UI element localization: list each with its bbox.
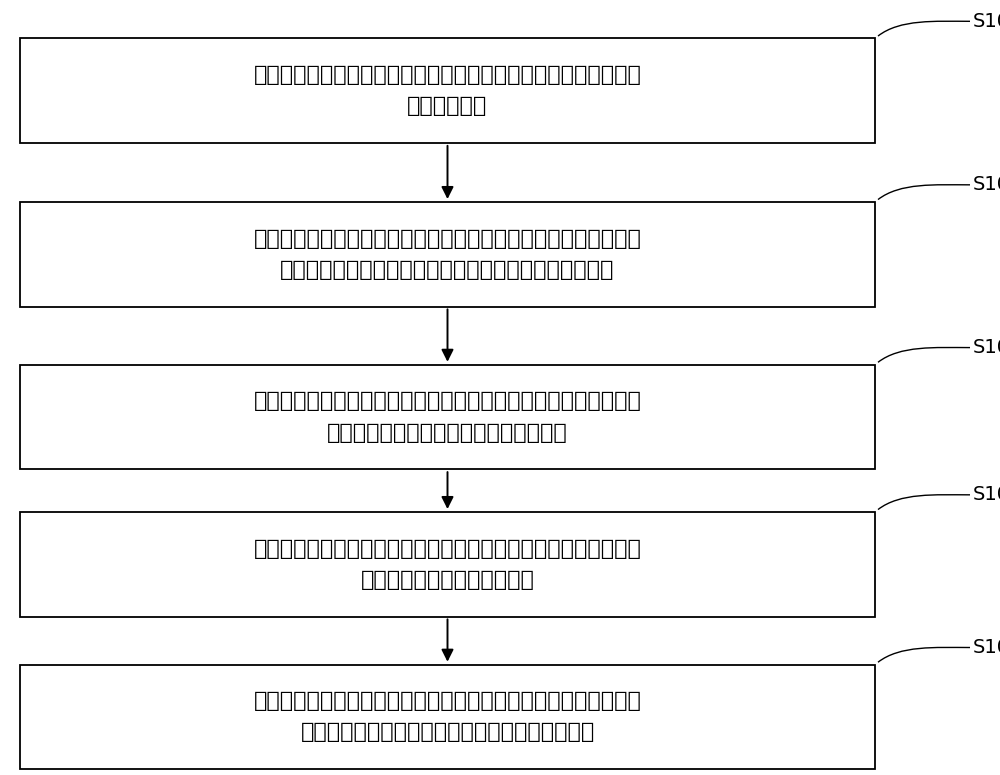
Text: 根据所述输电线路的线路电流数据，采用预设的机电电磁仿真模型
，计算所述交流输电断面内各输电线路间的潮流转移系数: 根据所述输电线路的线路电流数据，采用预设的机电电磁仿真模型 ，计算所述交流输电断…	[254, 229, 641, 280]
Text: 根据所述线路故障跳闸序列，采用所述机电电磁仿真模型进行仿真
计算，得到所述交流输电断面的连锁故障跳闸序列: 根据所述线路故障跳闸序列，采用所述机电电磁仿真模型进行仿真 计算，得到所述交流输…	[254, 691, 641, 742]
Text: S104: S104	[973, 485, 1000, 505]
Text: S102: S102	[973, 175, 1000, 195]
Text: S101: S101	[973, 12, 1000, 31]
Bar	[20, 512, 875, 617]
Text: S103: S103	[973, 338, 1000, 357]
Text: S105: S105	[973, 638, 1000, 657]
Text: 根据所述交流输电断面内各输电线路的最大过载率，得到所述交流
输电断面的线路故障跳闸序列: 根据所述交流输电断面内各输电线路的最大过载率，得到所述交流 输电断面的线路故障跳…	[254, 539, 641, 590]
Text: 选择电网的交流输电断面，获取所述交流输电断面内各输电线路的
线路电流数据: 选择电网的交流输电断面，获取所述交流输电断面内各输电线路的 线路电流数据	[254, 65, 641, 116]
Bar	[20, 364, 875, 469]
Bar	[20, 202, 875, 306]
Bar	[20, 38, 875, 143]
Bar	[20, 665, 875, 769]
Text: 根据所述交流输电断面内各输电线路间的潮流转移系数，计算所述
交流输电断面内各输电线路的最大过载率: 根据所述交流输电断面内各输电线路间的潮流转移系数，计算所述 交流输电断面内各输电…	[254, 391, 641, 443]
